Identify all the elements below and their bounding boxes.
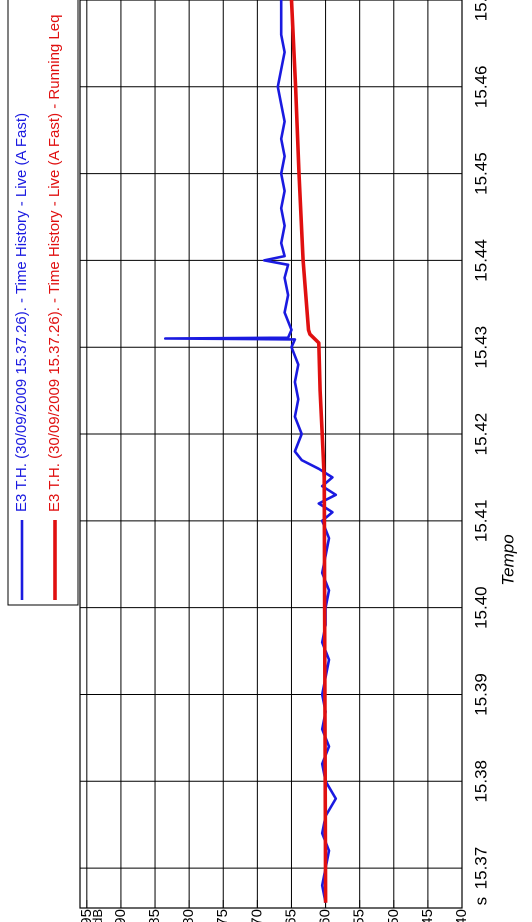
x-tick-label: 15.37 [471,847,490,890]
data-line [164,0,338,904]
y-tick-label: 85 [146,909,163,922]
x-unit: s [471,897,490,906]
y-tick-label: 95 [78,909,95,922]
y-tick-label: 75 [214,909,231,922]
x-tick-label: 15.45 [471,152,490,195]
legend-box [7,0,79,606]
x-tick-label: 15.44 [471,239,490,282]
x-tick-label: 15.41 [471,500,490,543]
y-tick-label: 80 [180,909,197,922]
y-tick-label: 50 [385,909,402,922]
plot-area [79,0,463,909]
x-tick-label: 15.40 [471,586,490,629]
y-tick-label: 60 [317,909,334,922]
x-tick-label: 15.47 [471,0,490,21]
y-tick-label: 55 [351,909,368,922]
y-unit: dB [90,909,105,922]
x-tick-label: 15.38 [471,760,490,803]
legend-label: E3 T.H. (30/09/2009 15.37.26). - Time Hi… [13,113,30,512]
rotated-chart: 95 90 85 80 75 70 65 60 55 50 45 40 dB 15.37 15.38 15.3… [7,0,517,922]
y-tick-label: 45 [419,909,436,922]
y-tick-label: 70 [248,909,265,922]
x-tick-label: 15.42 [471,413,490,456]
y-tick-label: 90 [112,909,129,922]
y-tick-label: 65 [282,909,299,922]
x-tick-label: 15.46 [471,66,490,109]
x-tick-label: 15.43 [471,326,490,369]
y-tick-label: 40 [453,909,470,922]
legend-label: E3 T.H. (30/09/2009 15.37.26). - Time Hi… [46,15,63,512]
x-tick-label: 15.39 [471,673,490,716]
x-axis-title: Tempo [498,534,517,585]
data-line [289,0,328,903]
